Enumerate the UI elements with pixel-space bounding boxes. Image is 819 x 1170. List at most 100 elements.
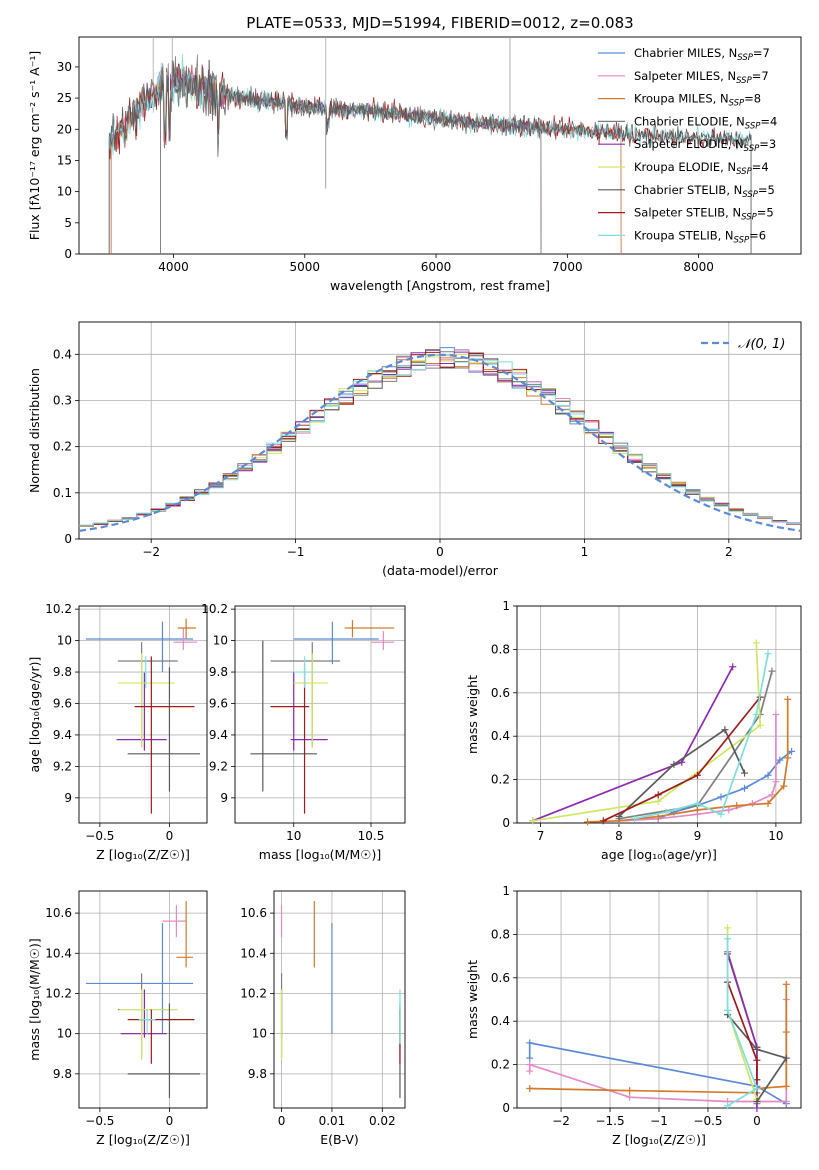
y-axis-label: mass weight	[465, 675, 480, 754]
x-tick-label: −0.5	[85, 1114, 114, 1128]
data-point	[724, 935, 732, 943]
data-point	[753, 1076, 761, 1084]
data-point	[782, 1097, 790, 1105]
axes-frame	[273, 890, 406, 1109]
errorbar-salpeter-miles	[173, 628, 198, 651]
y-tick-label: 10.4	[240, 946, 267, 960]
x-tick-label: 0.02	[369, 1114, 396, 1128]
errorbar-salpeter-stelib	[127, 1009, 195, 1064]
data-point	[729, 663, 737, 671]
x-tick-label: 8	[615, 829, 623, 843]
data-point	[752, 639, 760, 647]
spectrum-line-chabrier-elodie	[160, 54, 542, 254]
x-tick-label: 7	[537, 829, 545, 843]
y-tick-label: 10.2	[240, 986, 267, 1000]
errorbar-kroupa-miles	[176, 901, 194, 968]
errorbar-kroupa-stelib	[141, 656, 150, 688]
y-axis-label: mass [log₁₀(M/M☉)]	[27, 938, 42, 1060]
legend-label-tail: =7	[753, 46, 770, 60]
data-point	[584, 818, 592, 826]
errorbar-salpeter-elodie	[120, 989, 167, 1038]
x-axis-label: age [log₁₀(age/yr)]	[601, 847, 717, 862]
y-tick-label: 0.4	[491, 729, 510, 743]
data-point	[756, 721, 764, 729]
y-tick-label: 30	[57, 60, 72, 74]
data-point	[717, 793, 725, 801]
x-tick-label: 0.01	[319, 1114, 346, 1128]
y-tick-label: 10.2	[201, 602, 228, 616]
axes-frame	[78, 890, 208, 1109]
axes-spectrum: 4000 5000 6000 7000 8000 0 5 10 15 20 25 30 waveleng…	[27, 36, 802, 293]
x-tick-label: −1	[287, 545, 305, 559]
data-point	[753, 1084, 761, 1092]
data-point	[733, 802, 741, 810]
data-point	[626, 1093, 634, 1101]
legend-label-text: Kroupa ELODIE, N	[634, 160, 736, 174]
legend-label: Chabrier STELIB, NSSP=5	[634, 183, 775, 200]
y-tick-label: 10	[252, 1027, 267, 1041]
y-tick-label: 0.2	[491, 773, 510, 787]
x-tick-label: 0	[753, 1114, 761, 1128]
y-tick-label: 0	[64, 247, 72, 261]
series-line-kroupa-stelib	[634, 653, 769, 820]
x-axis-label: mass [log₁₀(M/M☉)]	[259, 847, 381, 862]
errorbar-kroupa-stelib	[138, 1009, 156, 1034]
data-point	[741, 769, 749, 777]
y-tick-label: 9	[220, 791, 228, 805]
y-tick-label: 9.8	[53, 1067, 72, 1081]
data-point	[776, 756, 784, 764]
legend-label-text: Chabrier ELODIE, N	[634, 114, 745, 128]
chart-title: PLATE=0533, MJD=51994, FIBERID=0012, z=0…	[246, 14, 633, 32]
x-tick-label: 7000	[552, 260, 583, 274]
data-point	[693, 771, 701, 779]
data-point	[780, 782, 788, 790]
legend-label-subscript: SSP	[745, 121, 761, 131]
data-point	[529, 817, 537, 825]
data-point	[599, 817, 607, 825]
data-point	[693, 799, 701, 807]
data-point	[526, 1039, 534, 1047]
legend-label-subscript: SSP	[741, 213, 757, 223]
legend-label-subscript: SSP	[737, 53, 753, 63]
y-tick-label: 0.3	[53, 393, 72, 407]
data-point	[626, 1087, 634, 1095]
y-tick-label: 0	[502, 1101, 510, 1115]
y-tick-label: 20	[57, 122, 72, 136]
y-tick-label: 10.4	[45, 946, 72, 960]
series-line-kroupa-elodie	[532, 642, 762, 822]
data-point	[724, 924, 732, 932]
x-tick-label: −2	[552, 1114, 570, 1128]
data-point	[721, 726, 729, 734]
x-tick-label: 0	[278, 1114, 286, 1128]
legend-label-tail: =8	[744, 92, 761, 106]
data-point	[725, 806, 733, 814]
y-tick-label: 10	[57, 634, 72, 648]
y-tick-label: 10	[57, 185, 72, 199]
x-tick-label: 9	[694, 829, 702, 843]
series-line-chabrier-miles	[618, 750, 793, 822]
data-point	[526, 1084, 534, 1092]
y-tick-label: 9.2	[53, 759, 72, 773]
errorbar-chabrier-miles	[85, 923, 194, 1034]
x-axis-label: E(B-V)	[320, 1132, 359, 1147]
y-tick-label: 10	[57, 1027, 72, 1041]
y-tick-label: 9.8	[248, 1067, 267, 1081]
axes-frame	[78, 605, 208, 824]
y-tick-label: 9.4	[209, 728, 228, 742]
x-tick-label: 1	[581, 545, 589, 559]
legend-label-normal: 𝒩(0, 1)	[738, 337, 785, 352]
y-tick-label: 10.6	[240, 906, 267, 920]
series-line-salpeter-stelib	[602, 696, 761, 822]
data-point	[788, 747, 796, 755]
y-tick-label: 9.2	[209, 759, 228, 773]
y-tick-label: 0	[502, 816, 510, 830]
legend-label: Kroupa MILES, NSSP=8	[634, 92, 761, 109]
legend-label-subscript: SSP	[736, 167, 752, 177]
legend-label-tail: =6	[749, 228, 766, 242]
x-tick-label: −0.5	[693, 1114, 722, 1128]
x-tick-label: −0.5	[85, 829, 114, 843]
y-tick-label: 25	[57, 91, 72, 105]
legend-label: Kroupa ELODIE, NSSP=4	[634, 160, 769, 177]
legend-label: Chabrier MILES, NSSP=7	[634, 46, 770, 63]
errorbar-chabrier-miles	[85, 621, 194, 673]
